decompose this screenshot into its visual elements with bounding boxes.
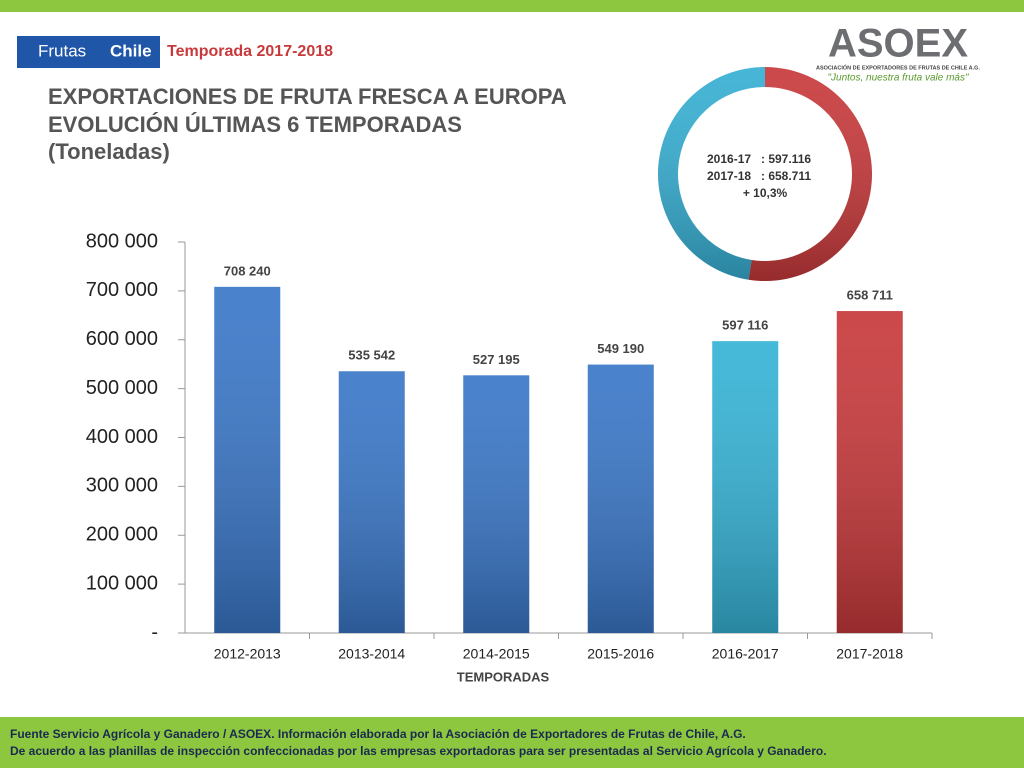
legend-label: 2017-18 (707, 169, 751, 183)
logo-box (17, 36, 160, 68)
annotation: + 10,3% (743, 186, 788, 200)
logo-text: Frutas (38, 41, 86, 60)
asoex-slogan: "Juntos, nuestra fruta vale más" (827, 73, 969, 84)
value-label: 597 116 (722, 318, 768, 333)
title: (Toneladas) (48, 139, 170, 164)
x-tick-label: 2014-2015 (463, 646, 530, 662)
x-tick-label: 2016-2017 (712, 646, 779, 662)
x-tick-label: 2017-2018 (836, 646, 903, 662)
y-tick-label: 700 000 (86, 279, 158, 301)
x-tick-label: 2013-2014 (338, 646, 405, 662)
value-label: 708 240 (224, 263, 271, 278)
title: EVOLUCIÓN ÚLTIMAS 6 TEMPORADAS (48, 112, 462, 137)
bar-shade (712, 341, 779, 633)
season: Temporada 2017-2018 (167, 43, 333, 60)
value-label: : 658.711 (761, 169, 811, 183)
y-tick-label: 800 000 (86, 230, 158, 252)
y-tick-label: 300 000 (86, 475, 158, 497)
value-label: 535 542 (348, 348, 395, 363)
footer-text: Fuente Servicio Agrícola y Ganadero / AS… (10, 727, 746, 741)
x-tick-label: 2015-2016 (587, 646, 654, 662)
bar-shade (338, 371, 405, 633)
bar-shade (836, 311, 903, 633)
footer-text: De acuerdo a las planillas de inspección… (10, 744, 827, 758)
top-band (0, 0, 1024, 12)
y-tick-label: - (151, 621, 158, 643)
bar-shade (587, 364, 654, 633)
bar-shade (214, 286, 281, 633)
value-label: 658 711 (847, 287, 893, 302)
footer-band (0, 717, 1024, 768)
bar-shade (463, 375, 530, 633)
value-label: : 597.116 (761, 152, 811, 166)
y-tick-label: 100 000 (86, 572, 158, 594)
asoex-logo: ASOEX (828, 22, 968, 66)
x-axis-label: TEMPORADAS (457, 669, 550, 684)
logo-text: Chile (110, 41, 152, 60)
title: EXPORTACIONES DE FRUTA FRESCA A EUROPA (48, 84, 567, 109)
y-tick-label: 500 000 (86, 377, 158, 399)
legend-label: 2016-17 (707, 152, 751, 166)
y-tick-label: 600 000 (86, 328, 158, 350)
asoex-subtitle: ASOCIACIÓN DE EXPORTADORES DE FRUTAS DE … (816, 63, 980, 71)
y-tick-label: 400 000 (86, 426, 158, 448)
value-label: 527 195 (473, 352, 520, 367)
x-tick-label: 2012-2013 (214, 646, 281, 662)
value-label: 549 190 (597, 341, 644, 356)
y-tick-label: 200 000 (86, 524, 158, 546)
